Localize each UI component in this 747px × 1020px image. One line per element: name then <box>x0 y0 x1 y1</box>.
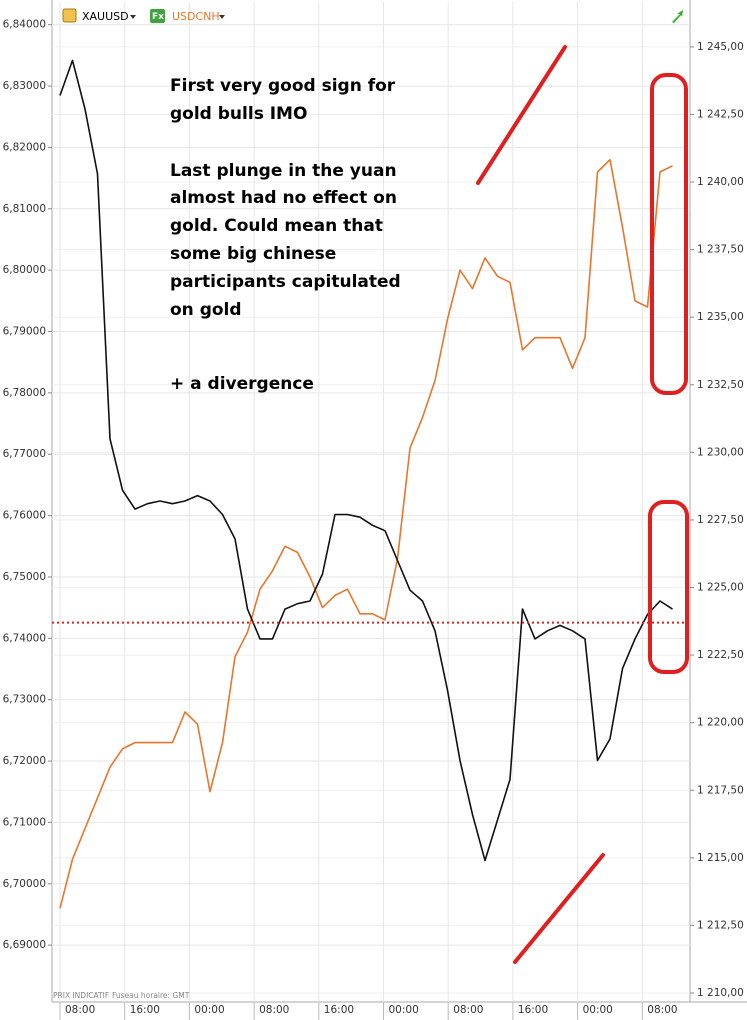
xauusd-icon <box>62 8 77 23</box>
x-tick-label: 16:00 <box>130 1004 160 1016</box>
grid <box>52 2 690 1002</box>
annotation-text: some big chinese <box>170 244 336 264</box>
y2-tick-label: 1 217,50 <box>697 784 744 796</box>
annotation-text: on gold <box>170 300 242 320</box>
fx-icon-label: Fx <box>152 12 164 22</box>
y2-tick-label: 1 215,00 <box>697 852 744 864</box>
labels: 6,69000 6,70000 6,71000 6,72000 6,73000 6,740… <box>3 19 744 1020</box>
dropdown-arrow[interactable] <box>130 15 136 19</box>
x-tick-label: 08:00 <box>259 1004 289 1016</box>
y-tick-label: 6,72000 <box>3 755 46 767</box>
y2-tick-label: 1 230,00 <box>697 446 744 458</box>
x-tick-label: 00:00 <box>194 1004 224 1016</box>
x-tick-label: 00:00 <box>583 1004 613 1016</box>
y-tick-label: 6,75000 <box>3 571 46 583</box>
y2-tick-label: 1 235,00 <box>697 311 744 323</box>
drawn-line <box>476 45 567 185</box>
y-tick-label: 6,83000 <box>3 80 46 92</box>
price-line <box>59 59 673 862</box>
annotation-text: + a divergence <box>170 374 314 394</box>
y2-tick-label: 1 227,50 <box>697 514 744 526</box>
annotation-text: gold. Could mean that <box>170 216 383 236</box>
y-tick-label: 6,69000 <box>3 939 46 951</box>
y-tick-label: 6,78000 <box>3 387 46 399</box>
annotation-text: Last plunge in the yuan <box>170 161 397 181</box>
y-tick-label: 6,74000 <box>3 632 46 644</box>
annotations: First very good sign for gold bulls IMO La… <box>170 76 401 394</box>
legend-usdcnh[interactable]: USDCNH <box>172 10 220 23</box>
y2-tick-label: 1 212,50 <box>697 919 744 931</box>
x-tick-label: 08:00 <box>65 1004 95 1016</box>
annotation-text: almost had no effect on <box>170 188 397 208</box>
annotation-text: participants capitulated <box>170 272 401 292</box>
y2-tick-label: 1 220,00 <box>697 717 744 729</box>
plot <box>52 59 690 909</box>
drawn-box <box>648 500 689 674</box>
status-icon <box>672 10 683 23</box>
annotation-text: First very good sign for <box>170 76 396 96</box>
y2-tick-label: 1 240,00 <box>697 176 744 188</box>
dropdown-arrow[interactable] <box>219 15 225 19</box>
x-tick-label: 16:00 <box>518 1004 548 1016</box>
footer-text: PRIX INDICATIF <box>53 991 109 1000</box>
annotation-text: gold bulls IMO <box>170 104 307 124</box>
y-tick-label: 6,70000 <box>3 878 46 890</box>
y2-tick-label: 1 242,50 <box>697 108 744 120</box>
y2-tick-label: 1 245,00 <box>697 41 744 53</box>
y2-tick-label: 1 237,50 <box>697 244 744 256</box>
drawn-line <box>513 853 605 964</box>
x-tick-label: 08:00 <box>453 1004 483 1016</box>
x-tick-label: 16:00 <box>324 1004 354 1016</box>
y-tick-label: 6,76000 <box>3 510 46 522</box>
y2-tick-label: 1 232,50 <box>697 379 744 391</box>
y2-tick-label: 1 210,00 <box>697 987 744 999</box>
red-markup <box>476 45 689 964</box>
drawn-box <box>650 73 688 395</box>
y-tick-label: 6,82000 <box>3 141 46 153</box>
y-tick-label: 6,80000 <box>3 264 46 276</box>
footer-text: Fuseau horaire: GMT <box>112 991 190 1000</box>
x-tick-label: 08:00 <box>647 1004 677 1016</box>
y-tick-label: 6,71000 <box>3 816 46 828</box>
y-tick-label: 6,84000 <box>3 19 46 31</box>
y2-tick-label: 1 225,00 <box>697 582 744 594</box>
y2-tick-label: 1 222,50 <box>697 649 744 661</box>
x-tick-label: 00:00 <box>389 1004 419 1016</box>
price-line <box>59 158 673 909</box>
y-tick-label: 6,73000 <box>3 694 46 706</box>
y-tick-label: 6,79000 <box>3 326 46 338</box>
legend-xauusd[interactable]: XAUUSD <box>82 10 129 23</box>
y-tick-label: 6,77000 <box>3 448 46 460</box>
y-tick-label: 6,81000 <box>3 203 46 215</box>
fx-icon <box>150 9 165 23</box>
